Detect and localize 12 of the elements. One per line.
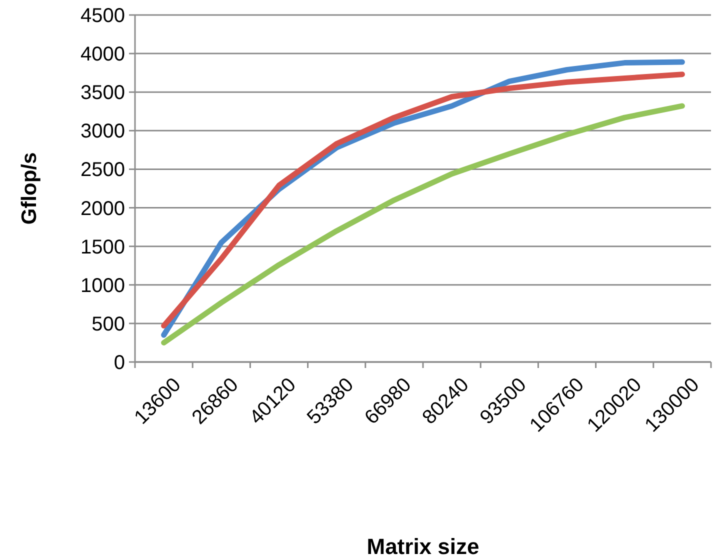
y-tick-label: 2000 xyxy=(80,198,125,220)
y-tick-label: 3500 xyxy=(80,82,125,104)
y-tick-label: 500 xyxy=(92,313,125,336)
y-tick-label: 0 xyxy=(114,352,125,374)
y-tick-label: 4000 xyxy=(80,44,125,66)
y-axis-title: Gflop/s xyxy=(18,152,41,225)
y-tick-label: 4500 xyxy=(80,5,125,27)
y-tick-label: 3000 xyxy=(80,120,125,143)
y-tick-label: 1500 xyxy=(80,236,125,258)
x-axis-title: Matrix size xyxy=(366,534,480,556)
y-tick-label: 2500 xyxy=(80,159,125,182)
y-tick-label: 1000 xyxy=(80,274,125,297)
